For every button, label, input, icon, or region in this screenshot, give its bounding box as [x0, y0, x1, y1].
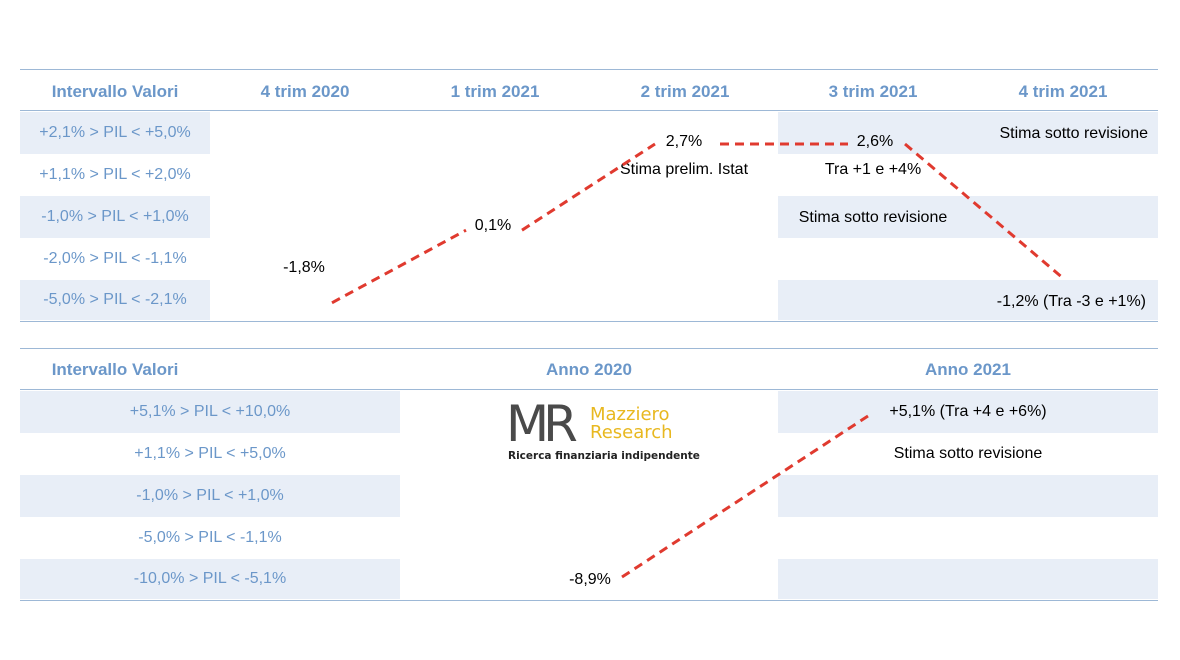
bottom-header-intervallo: Intervallo Valori: [51, 360, 179, 379]
bottom-range-label: -5,0% > PIL < -1,1%: [138, 529, 282, 546]
bottom-band: [778, 475, 1158, 517]
logo-name-line2: Research: [590, 422, 673, 443]
top-point-label: 2,7%: [665, 133, 703, 150]
bottom-bottom-rule: [20, 600, 1158, 601]
top-range-label: +1,1% > PIL < +2,0%: [39, 166, 191, 183]
top-band: [20, 112, 210, 154]
bottom-range-label: +1,1% > PIL < +5,0%: [134, 445, 286, 462]
top-point-label: 0,1%: [474, 217, 512, 234]
bottom-header-2021: Anno 2021: [925, 360, 1011, 379]
bottom-band: [20, 475, 400, 517]
bottom-header-rule: [20, 389, 1158, 390]
top-range-label: -1,0% > PIL < +1,0%: [41, 208, 189, 225]
bottom-trend-segment: [621, 414, 869, 579]
logo-name-line1: Mazziero: [590, 404, 670, 425]
top-trend-segment: [521, 142, 656, 232]
top-header-q1: 4 trim 2020: [260, 82, 350, 101]
mazziero-logo: MR Mazziero Research Ricerca finanziaria…: [506, 398, 700, 466]
top-range-label: +2,1% > PIL < +5,0%: [39, 124, 191, 141]
top-range-label: -5,0% > PIL < -2,1%: [43, 291, 187, 308]
bottom-range-label: -1,0% > PIL < +1,0%: [136, 487, 284, 504]
top-bottom-rule: [20, 321, 1158, 322]
bottom-range-label: +5,1% > PIL < +10,0%: [129, 403, 291, 420]
top-band: [20, 196, 210, 238]
top-header-q3: 2 trim 2021: [640, 82, 730, 101]
logo-name: Mazziero Research: [590, 406, 673, 442]
top-band: [20, 280, 210, 320]
logo-tagline: Ricerca finanziaria indipendente: [508, 450, 700, 462]
bottom-band: [20, 559, 400, 599]
top-header-q2: 1 trim 2021: [450, 82, 540, 101]
top-trend-segment: [331, 228, 467, 305]
top-header-q5: 4 trim 2021: [1018, 82, 1108, 101]
bottom-annotation: Stima sotto revisione: [893, 445, 1043, 462]
bottom-point-label: -8,9%: [569, 571, 611, 588]
logo-mark: MR: [506, 395, 578, 453]
top-point-label: -1,8%: [283, 259, 325, 276]
top-trend-line: [331, 142, 1066, 305]
top-rule: [20, 69, 1158, 70]
top-point-label: 2,6%: [856, 133, 894, 150]
bottom-range-label: -10,0% > PIL < -5,1%: [133, 570, 287, 587]
top-header-intervallo: Intervallo Valori: [51, 82, 179, 101]
top-band: [778, 196, 1158, 238]
top-point-label: -1,2% (Tra -3 e +1%): [996, 293, 1146, 310]
top-range-label: -2,0% > PIL < -1,1%: [43, 250, 187, 267]
bottom-band: [778, 391, 1158, 433]
bottom-top-rule: [20, 348, 1158, 349]
top-annotation: Stima sotto revisione: [798, 209, 948, 226]
bottom-header-2020: Anno 2020: [546, 360, 632, 379]
top-annotation: Stima sotto revisione: [999, 125, 1148, 142]
top-annotation: Stima prelim. Istat: [619, 161, 749, 178]
top-annotation: Tra +1 e +4%: [824, 161, 922, 178]
bottom-band: [20, 391, 400, 433]
top-header-q4: 3 trim 2021: [828, 82, 918, 101]
top-band: [778, 280, 1158, 320]
bottom-band: [778, 559, 1158, 599]
top-header-rule: [20, 110, 1158, 111]
top-band: [778, 112, 1158, 154]
top-trend-segment: [904, 142, 1066, 281]
bottom-trend-line: [621, 414, 869, 579]
bottom-point-label: +5,1% (Tra +4 e +6%): [889, 403, 1047, 420]
